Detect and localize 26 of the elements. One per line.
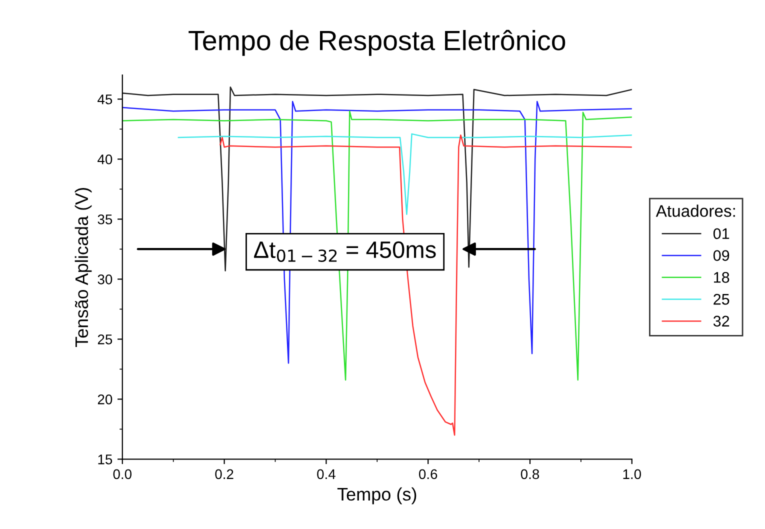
legend-label: 32 [713,316,730,327]
y-tick-label: 15 [98,454,112,464]
x-tick-label: 0.2 [215,469,234,480]
legend-label: 01 [713,228,730,240]
annotation: Δt$_{01−32}$ = 450ms [254,241,436,262]
y-tick-label: 35 [98,214,112,224]
chart-title: Tempo de Resposta Eletrônico [188,30,566,56]
x-tick-label: 0.4 [317,469,336,480]
line-series [220,134,632,436]
legend-label: 18 [714,272,730,283]
y-tick-label: 20 [98,394,112,404]
x-axis-title: Tempo (s) [337,487,416,504]
legend-label: 09 [713,250,730,261]
legend-title: Atuadores: [656,204,735,217]
y-tick-label: 25 [98,334,112,344]
y-axis-title: Tensão Aplicada (V) [74,188,92,348]
y-tick-label: 30 [98,274,112,284]
line-series [178,133,632,215]
y-tick-label: 45 [98,94,112,104]
legend-label: 25 [714,294,730,305]
x-tick-label: 0.0 [113,469,132,480]
x-tick-label: 0.8 [520,469,540,480]
line-series [122,86,632,272]
x-tick-label: 0.6 [418,469,438,480]
y-tick-label: 40 [98,154,112,164]
x-tick-label: 1.0 [623,469,641,480]
